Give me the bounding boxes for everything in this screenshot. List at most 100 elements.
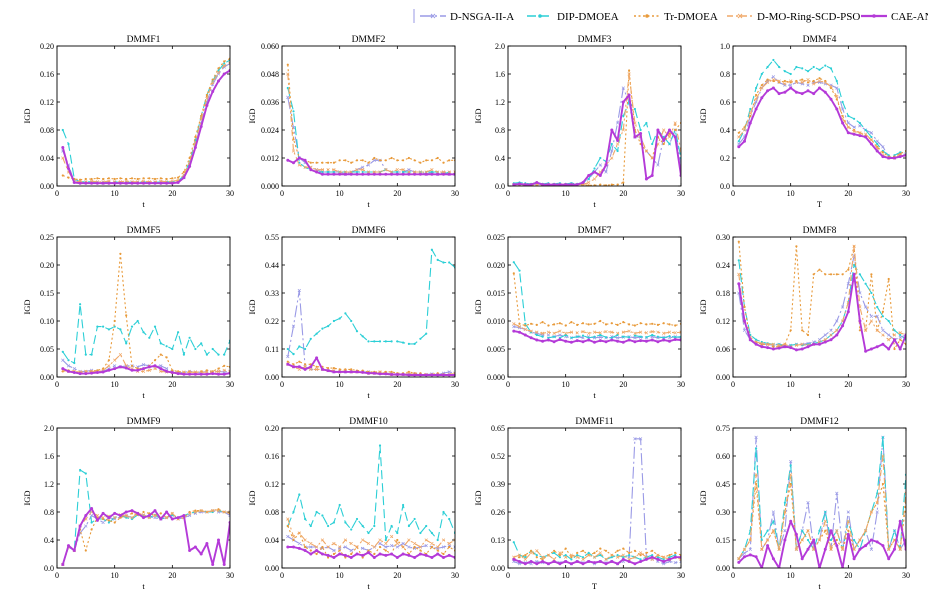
data-point [616,562,620,566]
data-point [309,337,312,340]
data-point [165,181,169,185]
data-point [512,541,515,544]
data-point [564,333,567,337]
data-point [153,366,157,371]
data-point [315,356,319,360]
x-tick-label: 20 [393,380,401,389]
data-point [627,560,631,563]
data-point [292,538,295,542]
data-point [200,342,203,345]
x-tick-label: 0 [506,189,510,198]
data-point [656,557,660,561]
data-point [898,519,902,523]
data-point [864,128,867,132]
data-point [760,345,764,349]
x-tick-label: 0 [55,571,59,580]
data-point [419,549,422,552]
data-point [390,156,393,160]
data-point [430,172,434,176]
data-point [355,552,359,556]
data-point [367,531,370,535]
data-point [535,330,539,334]
data-point [760,96,764,100]
y-tick-label: 0.20 [40,42,54,51]
y-tick-label: 1.0 [720,42,730,51]
data-point [748,338,752,342]
data-point [170,511,174,516]
data-point [102,367,105,370]
data-point [863,305,868,309]
data-point [84,353,87,356]
data-point [622,321,625,324]
data-point [598,163,602,167]
data-point [737,282,741,286]
data-point [840,305,845,309]
y-tick-label: 1.6 [495,70,505,79]
data-point [662,336,665,339]
data-point [628,551,631,555]
data-point [812,273,815,276]
data-point [564,324,567,327]
data-point [576,551,579,555]
y-tick-label: 0.024 [261,126,279,135]
data-point [349,370,353,374]
series-line-d-mo-ring-scd-pso [738,455,906,559]
y-axis-label: IGD [698,490,708,505]
data-point [846,310,850,314]
y-tick-label: 0.2 [720,154,730,163]
data-point [372,170,376,174]
data-point [737,135,741,139]
data-point [222,372,226,376]
data-point [529,183,533,186]
data-point [593,335,596,338]
data-point [846,121,850,125]
chart-panels: DMMF10.000.040.080.120.160.200 10 20 30tIGD… [22,35,910,591]
data-point [876,305,879,309]
data-point [673,555,677,559]
y-tick-label: 0.8 [720,70,730,79]
data-point [338,545,342,549]
data-point [107,521,110,524]
data-point [581,562,585,566]
data-point [569,553,574,557]
data-point [286,524,289,528]
data-point [765,342,770,346]
data-point [361,546,365,551]
y-tick-label: 0.010 [487,317,505,326]
x-tick-label: 30 [226,380,234,389]
data-point [673,331,677,335]
data-point [662,128,666,132]
data-point [622,114,625,118]
data-point [656,335,660,338]
data-point [303,367,307,371]
data-point [777,547,781,551]
data-point [413,373,417,377]
data-point [390,172,394,176]
y-tick-label: 0.04 [40,154,54,163]
data-point [593,170,596,174]
data-point [656,163,660,167]
data-point [777,92,781,96]
y-tick-label: 0.20 [40,261,54,270]
data-point [737,140,740,143]
data-point [205,353,208,356]
data-point [182,176,186,180]
data-point [869,314,874,318]
data-point [118,352,123,357]
data-point [875,149,879,153]
data-point [610,142,613,146]
data-point [436,156,439,160]
data-point [667,336,672,340]
series-line-d-mo-ring-scd-pso [62,510,230,565]
data-point [355,172,359,176]
data-point [847,529,850,532]
data-point [350,319,353,323]
data-point [361,335,364,338]
data-point [413,556,417,559]
data-point [869,138,874,142]
data-point [315,552,318,556]
data-point [332,172,336,176]
data-point [372,172,376,176]
data-point [518,322,521,325]
data-point [587,336,590,339]
